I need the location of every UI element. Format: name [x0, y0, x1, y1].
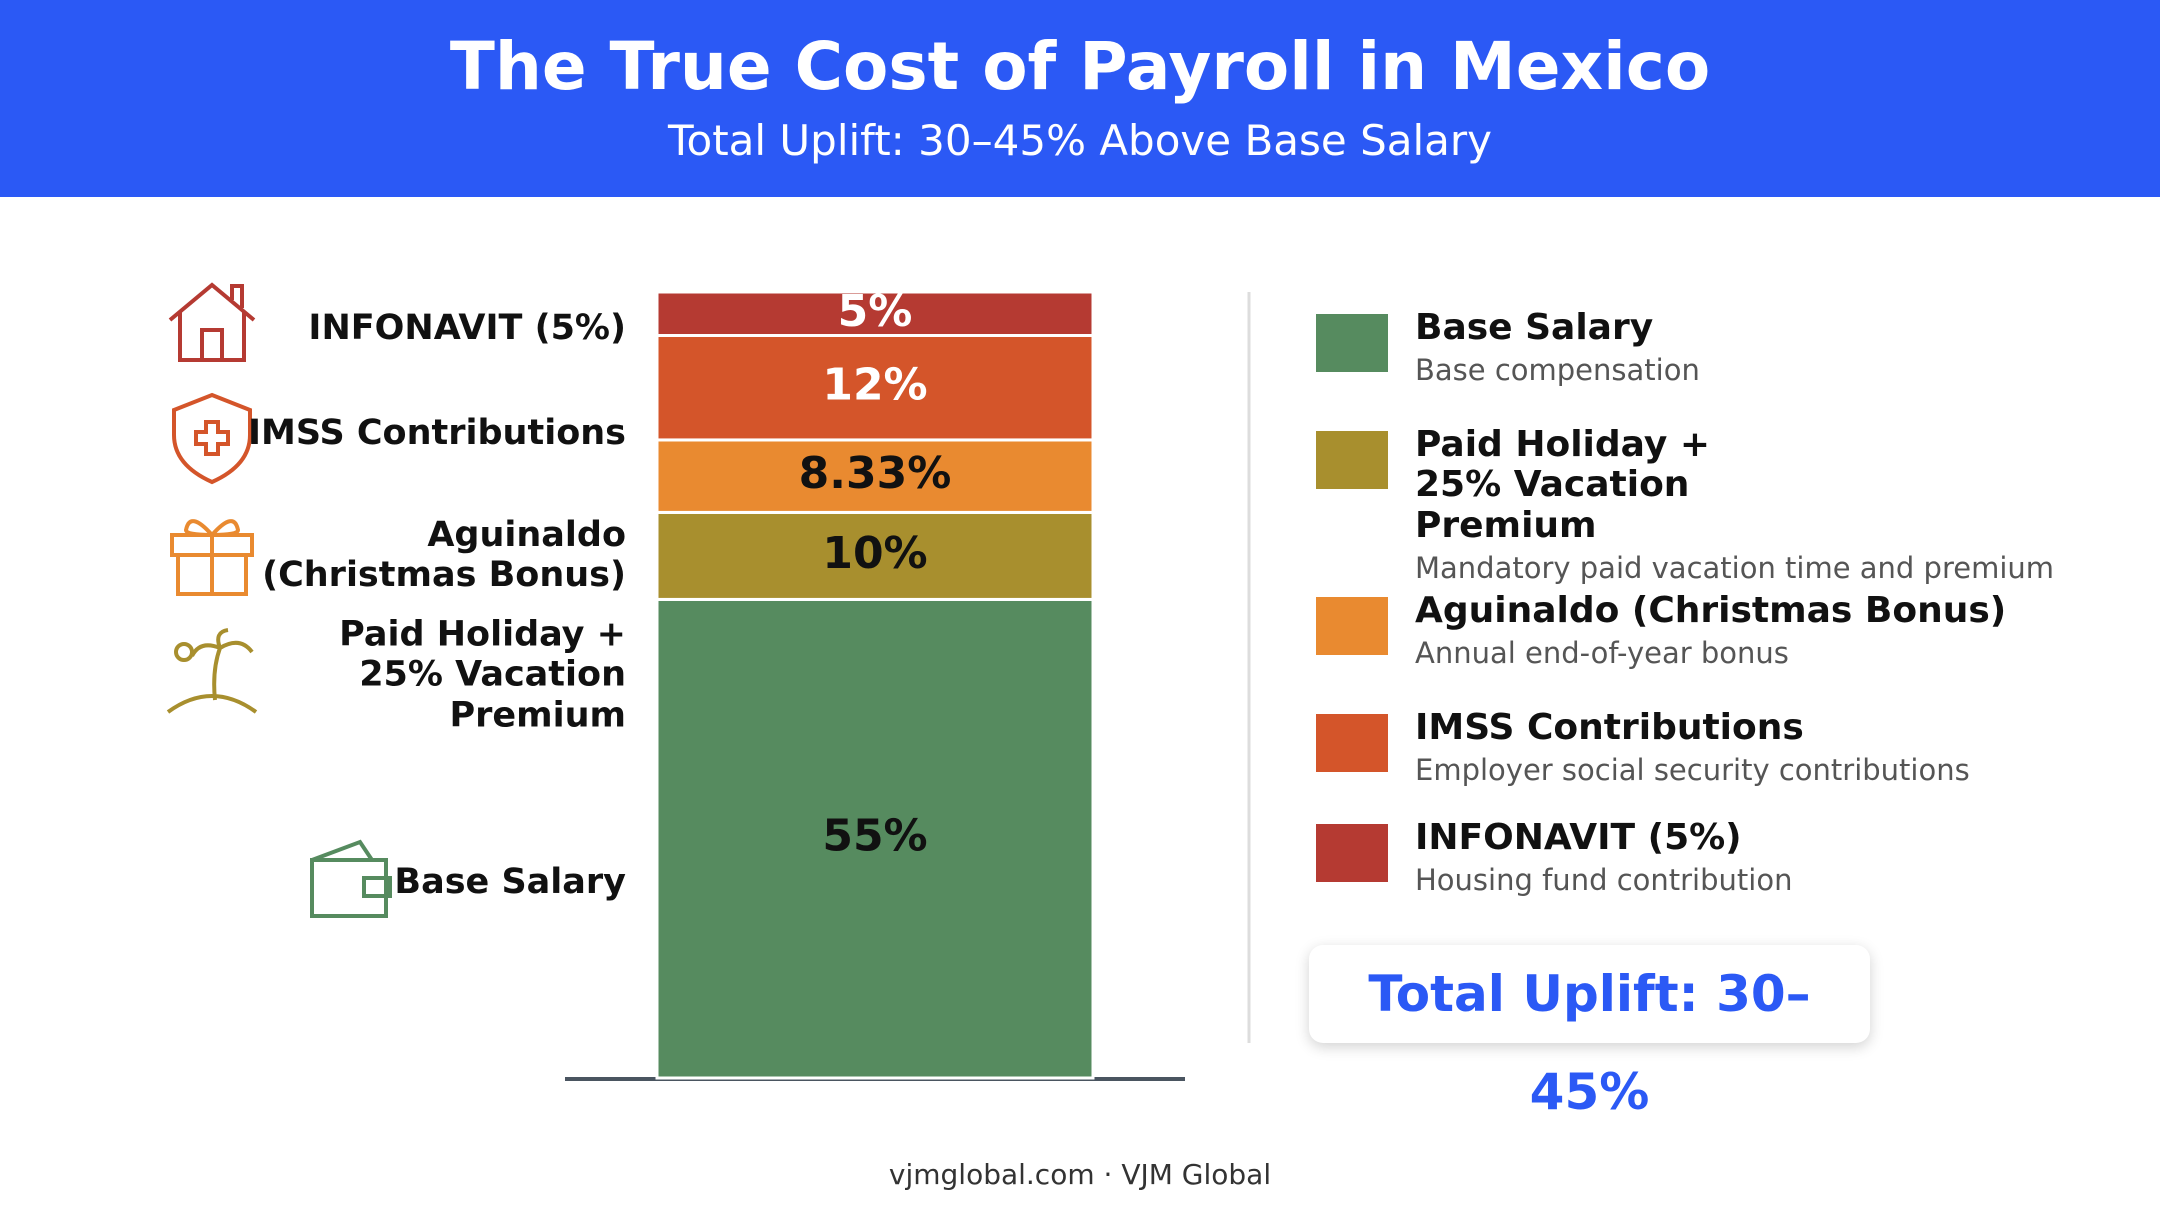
category-label: INFONAVIT (5%) — [308, 307, 626, 348]
legend-description: Housing fund contribution — [1415, 863, 1793, 898]
legend-swatch — [1316, 431, 1388, 489]
data-label: 8.33% — [799, 448, 952, 499]
header — [0, 0, 2160, 197]
bar-segment — [655, 438, 1095, 514]
legend-item: IMSS Contributions Employer social securi… — [1415, 707, 2115, 788]
legend-swatch — [1316, 824, 1388, 882]
legend-name: INFONAVIT (5%) — [1415, 817, 1742, 858]
legend-swatch — [1316, 597, 1388, 655]
bar-segment — [655, 597, 1095, 1080]
legend-item: INFONAVIT (5%) Housing fund contribution — [1415, 817, 2115, 898]
data-label: 5% — [838, 286, 913, 337]
data-label: 55% — [822, 811, 927, 862]
legend-name: Paid Holiday + 25% Vacation Premium — [1415, 424, 1711, 546]
gift-icon — [170, 519, 254, 596]
bar-segment — [655, 334, 1095, 442]
category-label: Paid Holiday + 25% Vacation Premium — [339, 614, 626, 736]
legend-name: IMSS Contributions — [1415, 707, 1804, 748]
island-icon — [166, 628, 258, 714]
legend-description: Mandatory paid vacation time and premium — [1415, 550, 2055, 585]
bar-segment — [655, 290, 1095, 338]
footer: vjmglobal.com · VJM Global — [888, 1158, 1272, 1191]
total-uplift-box: Total Uplift: 30–45% — [1309, 945, 1870, 1121]
legend-item: Paid Holiday + 25% Vacation Premium Manda… — [1415, 424, 2055, 585]
legend-description: Base compensation — [1415, 353, 1700, 388]
chart-title: The True Cost of Payroll in Mexico — [449, 28, 1711, 105]
legend-item: Base Salary Base compensation — [1415, 307, 2115, 388]
category-label: Aguinaldo (Christmas Bonus) — [262, 514, 626, 595]
legend-name: Aguinaldo (Christmas Bonus) — [1415, 590, 2007, 631]
legend-swatch — [1316, 714, 1388, 772]
chart-subtitle: Total Uplift: 30–45% Above Base Salary — [667, 116, 1493, 165]
legend-description: Employer social security contributions — [1415, 753, 1970, 788]
legend-item: Aguinaldo (Christmas Bonus) Annual end-of… — [1415, 590, 2115, 671]
category-label: IMSS Contributions — [247, 412, 626, 453]
legend-name: Base Salary — [1415, 307, 1654, 348]
data-label: 10% — [822, 528, 927, 579]
legend-description: Annual end-of-year bonus — [1415, 636, 1789, 671]
category-label: Base Salary — [394, 861, 626, 902]
data-label: 12% — [822, 360, 927, 411]
legend-swatch — [1316, 314, 1388, 372]
icons — [166, 282, 392, 918]
shield-icon — [172, 392, 252, 485]
wallet-icon — [310, 839, 392, 918]
house-icon — [168, 282, 256, 362]
bar-segment — [655, 510, 1095, 601]
